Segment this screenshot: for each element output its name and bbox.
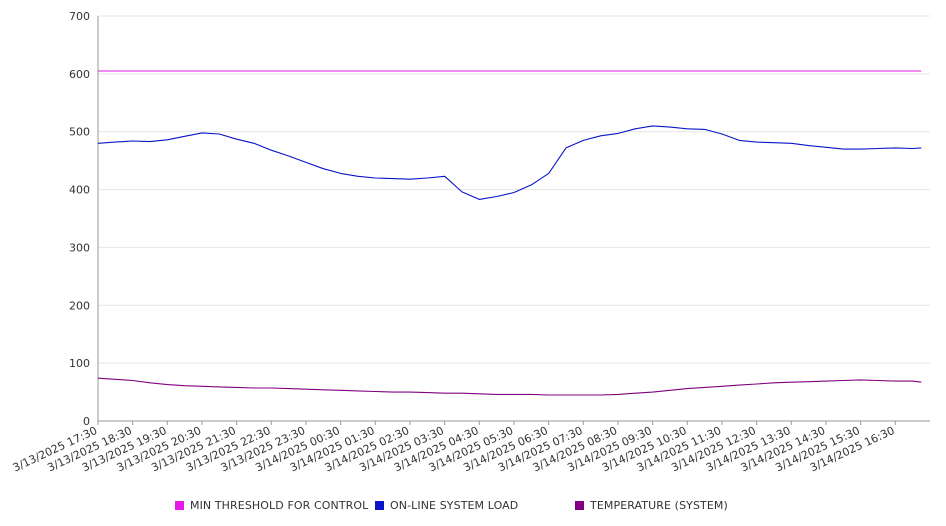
y-tick-label: 700 bbox=[69, 10, 90, 23]
gridlines bbox=[98, 15, 930, 364]
y-tick-label: 500 bbox=[69, 126, 90, 139]
legend-item-temperature[interactable]: TEMPERATURE (SYSTEM) bbox=[575, 498, 728, 512]
legend: MIN THRESHOLD FOR CONTROL ON-LINE SYSTEM… bbox=[0, 498, 946, 514]
legend-item-system-load[interactable]: ON-LINE SYSTEM LOAD bbox=[375, 498, 518, 512]
y-tick-label: 300 bbox=[69, 241, 90, 254]
legend-swatch-system-load bbox=[375, 500, 384, 510]
legend-item-min-threshold[interactable]: MIN THRESHOLD FOR CONTROL bbox=[175, 498, 368, 512]
series-line-on-line-system-load[interactable] bbox=[97, 125, 922, 200]
axes bbox=[97, 16, 930, 425]
legend-label-system-load: ON-LINE SYSTEM LOAD bbox=[390, 498, 519, 512]
legend-swatch-min-threshold bbox=[175, 500, 184, 510]
y-tick-label: 0 bbox=[83, 415, 90, 428]
legend-swatch-temperature bbox=[575, 500, 584, 510]
y-axis-tick-labels: 0 100 200 300 400 500 600 700 bbox=[69, 10, 90, 428]
y-tick-label: 600 bbox=[69, 68, 90, 81]
y-tick-label: 400 bbox=[69, 184, 90, 197]
y-tick-label: 200 bbox=[69, 299, 90, 312]
series-lines bbox=[97, 70, 922, 396]
y-tick-label: 100 bbox=[69, 357, 90, 370]
legend-label-temperature: TEMPERATURE (SYSTEM) bbox=[590, 498, 728, 512]
x-axis-tick-labels: 3/13/2025 17:303/13/2025 18:303/13/2025 … bbox=[11, 424, 897, 474]
legend-label-min-threshold: MIN THRESHOLD FOR CONTROL bbox=[190, 498, 369, 512]
series-line-temperature-system[interactable] bbox=[97, 377, 922, 396]
